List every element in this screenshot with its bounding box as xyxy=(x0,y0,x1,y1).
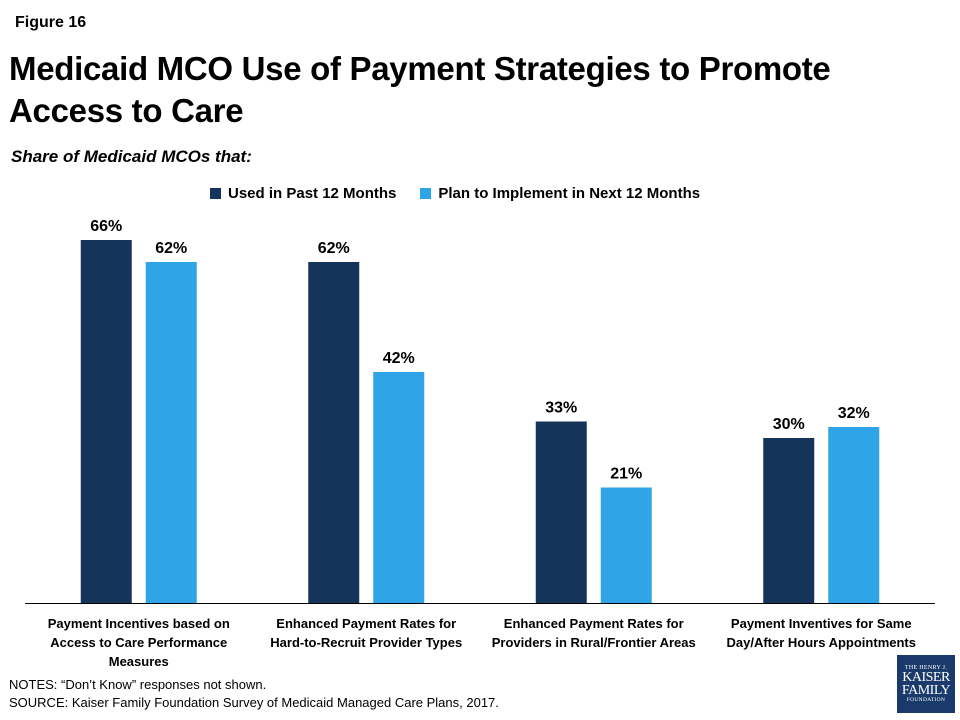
bar xyxy=(308,262,360,603)
bar xyxy=(80,240,132,603)
notes-line: NOTES: “Don’t Know” responses not shown. xyxy=(9,677,267,692)
legend-label-series-1: Used in Past 12 Months xyxy=(228,185,397,202)
kff-logo: THE HENRY J. KAISER FAMILY FOUNDATION xyxy=(897,655,955,713)
data-label: 42% xyxy=(383,350,415,367)
bar xyxy=(535,421,587,603)
source-line: SOURCE: Kaiser Family Foundation Survey … xyxy=(9,695,499,710)
logo-line-2: KAISER xyxy=(902,670,950,685)
logo-line-1: THE HENRY J. xyxy=(904,665,948,671)
legend-swatch-series-1 xyxy=(210,188,221,199)
bar xyxy=(145,262,197,603)
category-label: Measures xyxy=(109,654,169,669)
bar xyxy=(600,487,652,603)
data-label: 62% xyxy=(155,240,187,257)
data-label: 62% xyxy=(318,240,350,257)
legend-item-series-1: Used in Past 12 Months xyxy=(210,185,396,202)
legend-label-series-2: Plan to Implement in Next 12 Months xyxy=(438,185,701,202)
category-label: Enhanced Payment Rates for xyxy=(504,616,684,631)
chart-title: Medicaid MCO Use of Payment Strategies t… xyxy=(9,50,831,129)
logo-line-4: FOUNDATION xyxy=(906,697,946,703)
data-label: 33% xyxy=(545,400,577,417)
category-label: Hard-to-Recruit Provider Types xyxy=(270,635,462,650)
category-label: Payment Inventives for Same xyxy=(731,616,912,631)
notes: NOTES: “Don’t Know” responses not shown.… xyxy=(9,676,499,712)
bar xyxy=(373,372,425,603)
legend-item-series-2: Plan to Implement in Next 12 Months xyxy=(420,185,700,202)
category-label: Enhanced Payment Rates for xyxy=(276,616,456,631)
legend-swatch-series-2 xyxy=(420,188,432,199)
chart-subtitle: Share of Medicaid MCOs that: xyxy=(11,147,252,166)
category-label: Access to Care Performance xyxy=(50,635,227,650)
logo-line-3: FAMILY xyxy=(901,683,951,698)
bar xyxy=(763,438,815,603)
data-label: 32% xyxy=(838,405,870,422)
bar xyxy=(828,427,880,603)
category-label: Providers in Rural/Frontier Areas xyxy=(492,635,696,650)
data-label: 30% xyxy=(773,416,805,433)
data-label: 66% xyxy=(90,218,122,235)
figure-label: Figure 16 xyxy=(15,14,87,31)
data-label: 21% xyxy=(610,466,642,483)
category-label: Day/After Hours Appointments xyxy=(727,635,916,650)
category-label: Payment Incentives based on xyxy=(48,616,230,631)
chart-legend: Used in Past 12 Months Plan to Implement… xyxy=(210,185,724,202)
